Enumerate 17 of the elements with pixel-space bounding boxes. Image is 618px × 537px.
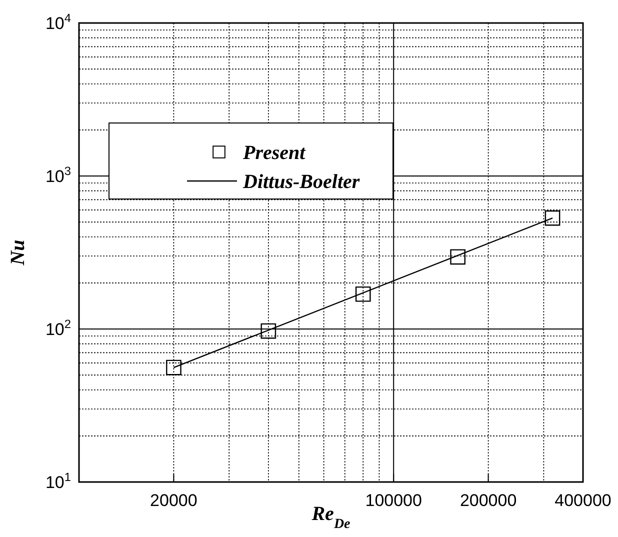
point	[260, 323, 276, 339]
x-axis-title: Re$_{De}$	[310, 503, 350, 532]
x-tick-label: 400000	[554, 491, 612, 510]
point	[544, 210, 560, 226]
legend-label: Dittus-Boelter	[242, 171, 360, 193]
y-tick-label: 10$^{4}$	[45, 10, 72, 33]
point	[166, 360, 182, 376]
y-tick-label: 10$^{1}$	[45, 470, 72, 492]
x-tick-label: 20000	[150, 491, 198, 510]
x-tick-label: 200000	[460, 491, 517, 510]
point	[355, 286, 371, 302]
legend-label: Present	[242, 142, 307, 164]
point	[450, 249, 466, 265]
y-tick-label: 10$^{2}$	[45, 316, 72, 339]
y-axis-title: Nu	[7, 240, 29, 266]
y-tick-label: 10$^{3}$	[45, 164, 72, 186]
x-tick-label: 100000	[365, 491, 422, 510]
